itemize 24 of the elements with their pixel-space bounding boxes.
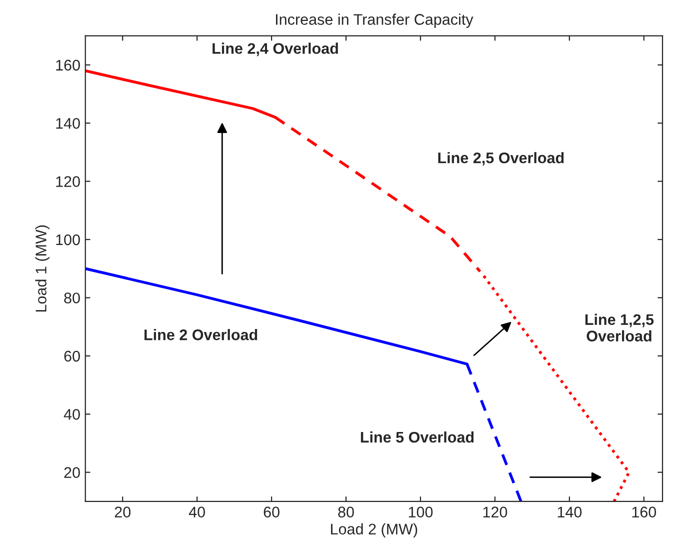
y-tick-label: 60 [64, 350, 80, 362]
x-tick-label: 120 [483, 506, 508, 518]
x-tick-label: 80 [338, 506, 354, 518]
y-tick-label: 100 [56, 234, 80, 246]
x-tick-label: 140 [558, 506, 582, 518]
y-tick-label: 40 [64, 408, 80, 420]
y-tick-label: 160 [56, 60, 80, 71]
annotation: Line 2,5 Overload [438, 152, 564, 166]
y-tick-label: 120 [56, 176, 80, 187]
x-axis-title: Load 2 (MW) [331, 523, 418, 538]
x-tick-label: 40 [188, 506, 205, 518]
annotation: Line 1,2,5 Overload [585, 314, 654, 342]
chart-title: Increase in Transfer Capacity [276, 14, 474, 28]
x-tick-label: 100 [408, 506, 433, 518]
x-tick-label: 160 [632, 506, 656, 518]
annotation: Line 2 Overload [144, 329, 258, 340]
x-tick-label: 60 [264, 506, 280, 518]
annotation: Line 5 Overload [360, 431, 474, 443]
y-axis-title: Load 1 (MW) [35, 225, 50, 312]
annotation: Line 2,4 Overload [212, 42, 338, 56]
y-tick-label: 20 [64, 467, 80, 478]
x-tick-label: 20 [114, 506, 131, 518]
y-tick-label: 140 [56, 118, 80, 129]
y-tick-label: 80 [64, 292, 80, 304]
